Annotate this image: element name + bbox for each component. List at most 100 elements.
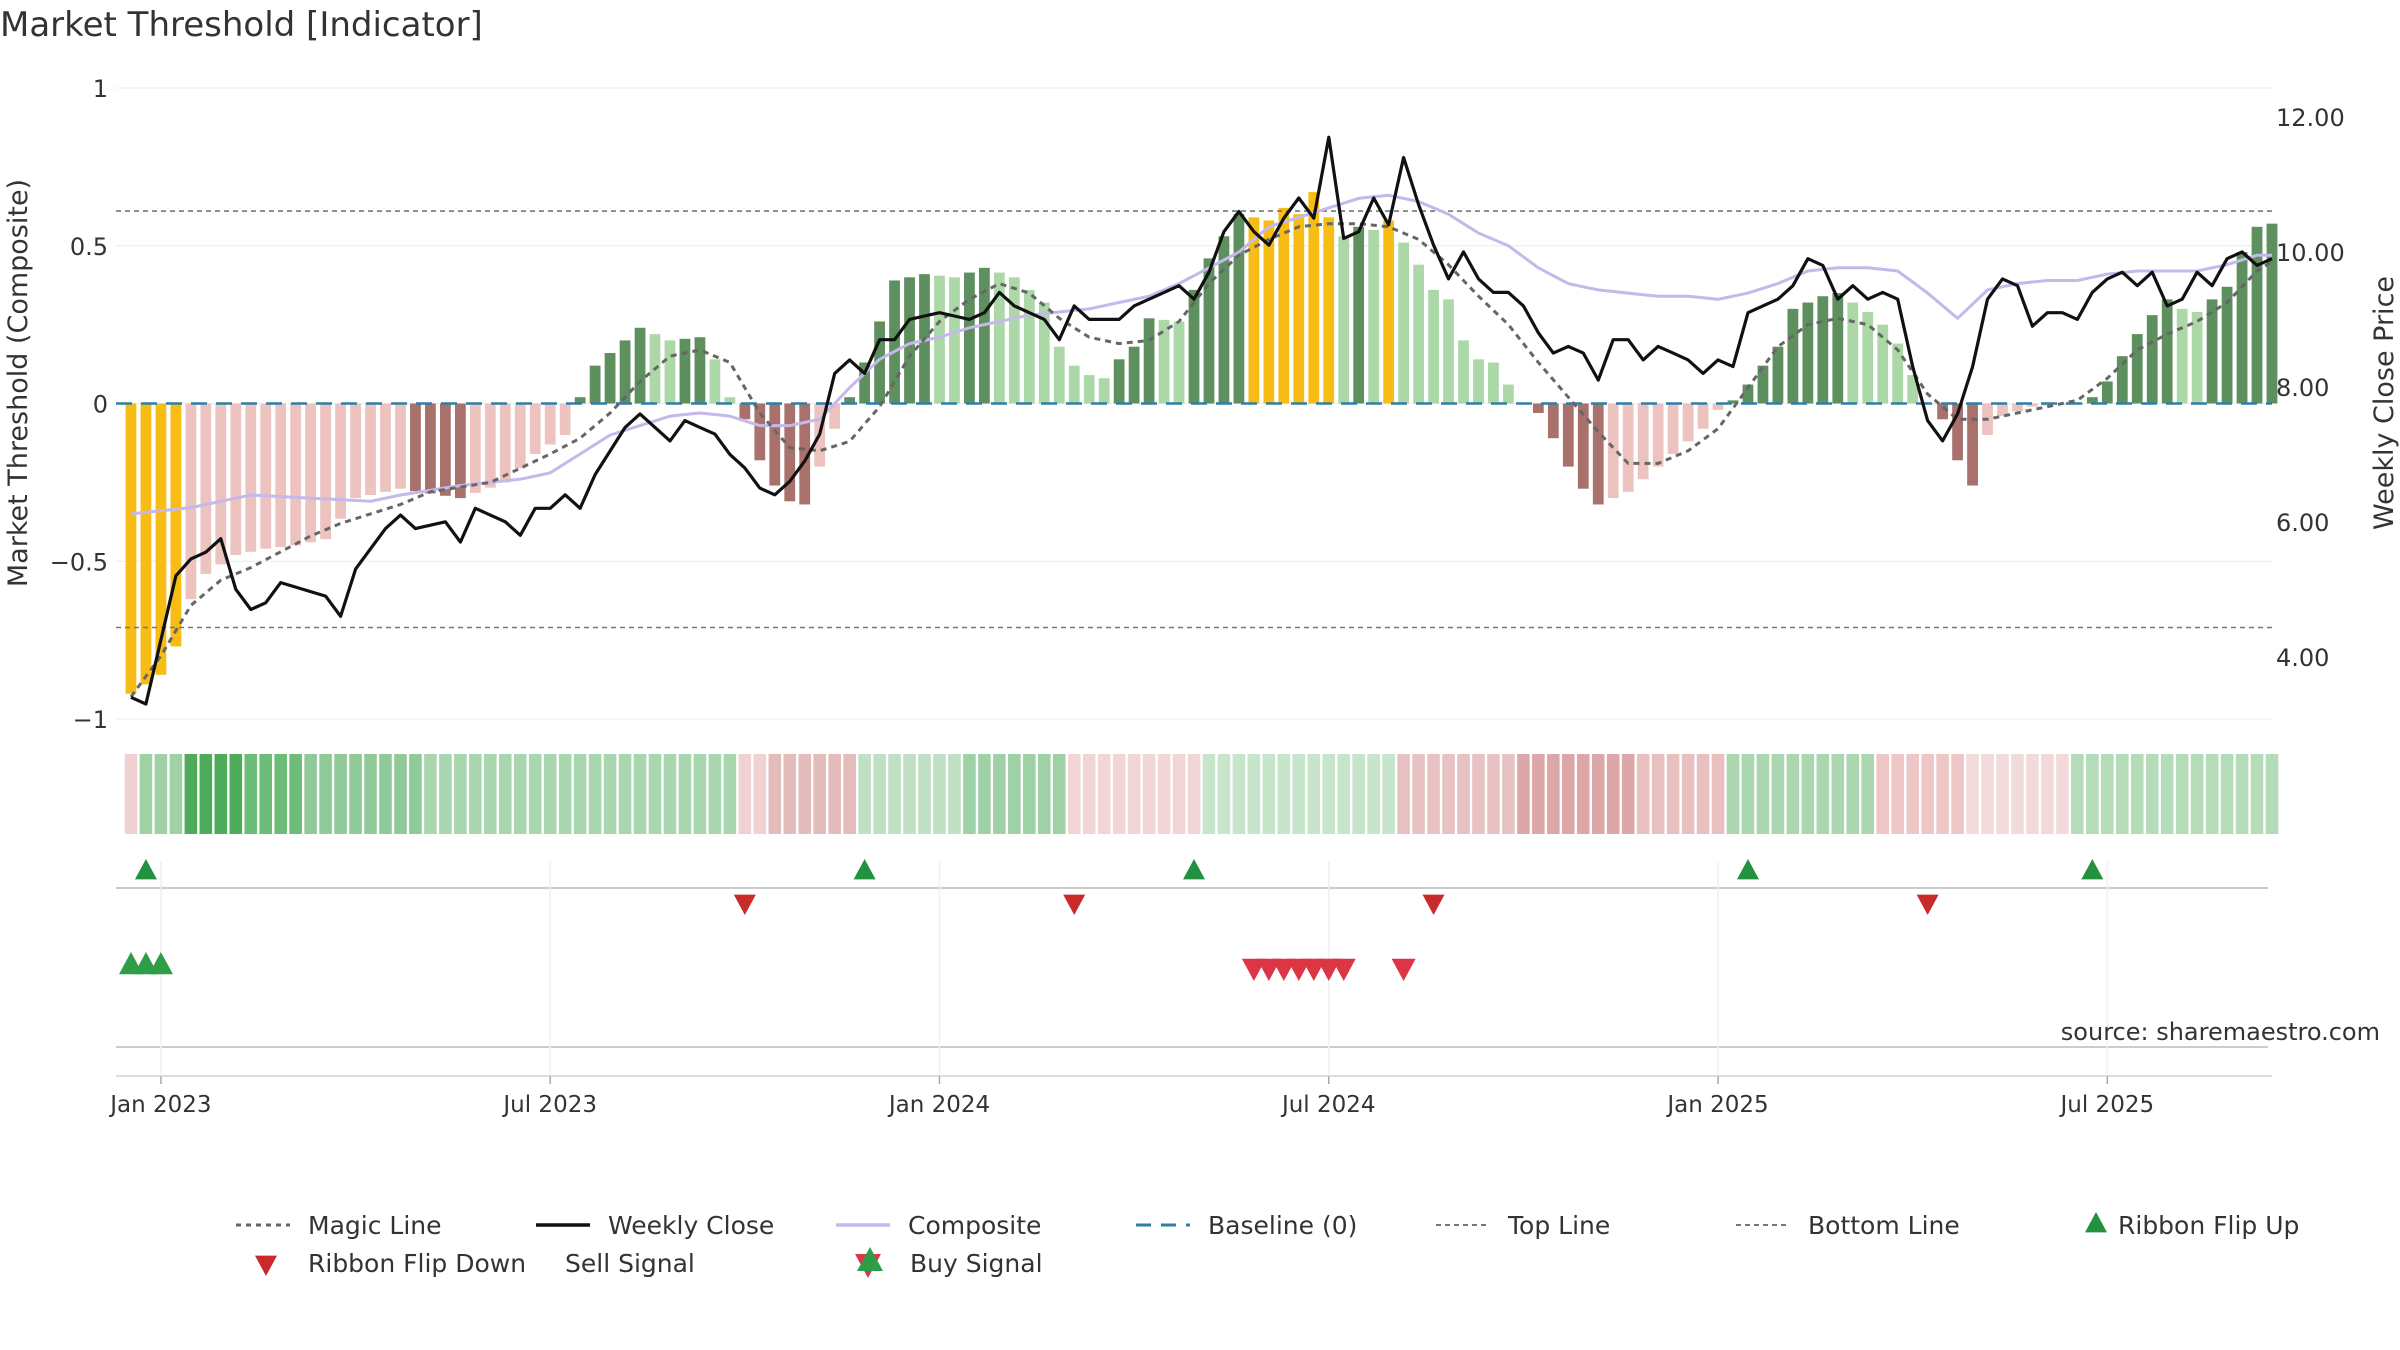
- ribbon-strip: [124, 754, 2279, 834]
- composite-bar: [1458, 340, 1469, 404]
- x-tick-label: Jan 2024: [887, 1092, 990, 1118]
- ribbon-flip-up-marker: [1183, 859, 1205, 880]
- ribbon-cell: [1277, 754, 1291, 834]
- composite-bar: [574, 397, 586, 404]
- ribbon-cell: [1936, 754, 1949, 834]
- sell-signal-marker: [1331, 958, 1356, 981]
- composite-bar: [1023, 289, 1035, 404]
- composite-bar: [784, 403, 796, 502]
- composite-bar: [874, 321, 885, 404]
- ribbon-cell: [768, 754, 782, 834]
- buy-signal-marker: [148, 952, 173, 975]
- composite-bar: [1203, 258, 1215, 404]
- legend-label: Weekly Close: [608, 1211, 774, 1240]
- ribbon-cell: [349, 754, 362, 834]
- legend-item-bottom: Bottom Line: [1736, 1211, 1960, 1240]
- ribbon-cell: [1142, 754, 1156, 834]
- composite-bar: [499, 403, 511, 483]
- composite-bar: [2221, 286, 2233, 404]
- ribbon-cell: [439, 754, 452, 834]
- composite-bar: [904, 277, 915, 404]
- ribbon-cell: [1112, 754, 1126, 834]
- legend-item-flipdown: Ribbon Flip Down: [255, 1249, 526, 1278]
- legend-label: Ribbon Flip Up: [2118, 1211, 2299, 1240]
- ribbon-cell: [274, 754, 287, 834]
- ribbon-cell: [693, 754, 707, 834]
- composite-bar: [1143, 318, 1155, 404]
- composite-bar: [2116, 356, 2128, 404]
- ribbon-cell: [379, 754, 392, 834]
- composite-bar: [664, 340, 676, 404]
- legend-label: Bottom Line: [1808, 1211, 1960, 1240]
- composite-bar: [1967, 403, 1978, 486]
- x-tick-label: Jul 2025: [2059, 1092, 2155, 1118]
- ribbon-cell: [1412, 754, 1425, 834]
- composite-bar: [2012, 403, 2023, 412]
- composite-bar: [604, 353, 616, 404]
- legend-item-top: Top Line: [1436, 1211, 1610, 1240]
- ribbon-cell: [1891, 754, 1904, 834]
- ribbon-cell: [2071, 754, 2084, 834]
- composite-bar: [1428, 289, 1439, 404]
- ribbon-cell: [1816, 754, 1830, 834]
- ribbon-cell: [1547, 754, 1560, 834]
- guide-lines: [116, 210, 2272, 629]
- ribbon-cell: [843, 754, 856, 834]
- ribbon-cell: [1052, 754, 1066, 834]
- ribbon-cell: [334, 754, 347, 834]
- legend-item-buy: Buy Signal: [857, 1247, 1043, 1278]
- composite-bar: [1233, 214, 1245, 404]
- ribbon-cell: [1367, 754, 1380, 834]
- y-tick-right: 6.00: [2276, 509, 2329, 537]
- composite-bar: [2027, 403, 2038, 407]
- chart-title: Market Threshold [Indicator]: [0, 5, 483, 45]
- composite-bar: [619, 340, 631, 404]
- composite-bar: [1413, 264, 1424, 404]
- ribbon-cell: [2250, 754, 2264, 834]
- composite-bar: [1008, 277, 1020, 404]
- signal-markers: [118, 952, 1416, 981]
- composite-bar: [155, 403, 167, 675]
- ribbon-cell: [1187, 754, 1201, 834]
- composite-bar: [1757, 365, 1769, 404]
- composite-bar: [589, 365, 601, 404]
- ribbon-flip-up-marker: [1736, 859, 1759, 880]
- x-axis: Jan 2023 Jul 2023 Jan 2024 Jul 2024 Jan 2025…: [108, 1076, 2154, 1118]
- composite-bar: [1173, 321, 1185, 404]
- legend: Magic Line Weekly Close Composite Baseline …: [236, 1211, 2299, 1278]
- ribbon-cell: [1397, 754, 1410, 834]
- ribbon-cell: [933, 754, 946, 834]
- ribbon-cell: [1322, 754, 1336, 834]
- ribbon-cell: [1157, 754, 1171, 834]
- ribbon-cell: [1576, 754, 1590, 834]
- ribbon-cell: [618, 754, 632, 834]
- composite-bar: [260, 403, 272, 549]
- ribbon-cell: [1382, 754, 1395, 834]
- ribbon-cell: [993, 754, 1006, 834]
- ribbon-cell: [1666, 754, 1680, 834]
- ribbon-cell: [1307, 754, 1321, 834]
- composite-bar: [335, 403, 346, 519]
- ribbon-cell: [394, 754, 407, 834]
- ribbon-cell: [1532, 754, 1545, 834]
- ribbon-cell: [1621, 754, 1635, 834]
- composite-bar: [1727, 400, 1739, 404]
- composite-bar: [1278, 207, 1290, 404]
- ribbon-cell: [409, 754, 422, 834]
- ribbon-cell: [723, 754, 737, 834]
- ribbon-cell: [244, 754, 258, 834]
- composite-bar: [454, 403, 466, 499]
- composite-bar: [1128, 346, 1140, 404]
- ribbon-cell: [1786, 754, 1800, 834]
- ribbon-cell: [813, 754, 826, 834]
- composite-bar: [1817, 296, 1829, 404]
- composite-bar: [1907, 375, 1919, 404]
- ribbon-cell: [1082, 754, 1096, 834]
- composite-bar: [1218, 236, 1230, 404]
- composite-bar: [2266, 223, 2278, 404]
- composite-bar: [559, 403, 571, 436]
- composite-bar: [964, 272, 975, 404]
- ribbon-flip-down-marker: [1063, 894, 1086, 915]
- ribbon-flip-up-marker: [134, 859, 157, 880]
- ribbon-cell: [948, 754, 961, 834]
